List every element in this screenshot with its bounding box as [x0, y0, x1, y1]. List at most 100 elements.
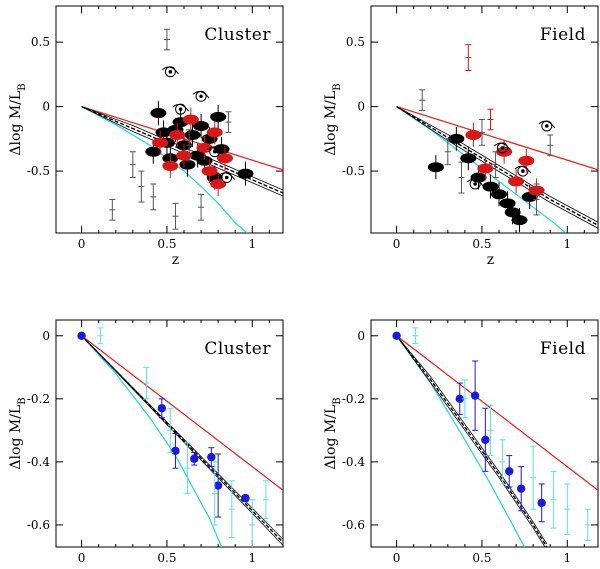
model-line-cyan	[81, 335, 223, 547]
x-tick-label: 0	[393, 551, 401, 565]
data-layer	[392, 327, 598, 547]
model-line-red	[396, 335, 598, 491]
spiral-core	[500, 146, 505, 150]
panel-top-left: 0 0.5 1 0.5 0 -0.5 z Δlog M/LB Cluster	[8, 5, 284, 268]
x-tick-label: 1	[563, 237, 571, 251]
elliptical-point	[145, 146, 162, 157]
elliptical-point	[193, 120, 210, 131]
panel-title: Field	[540, 25, 586, 45]
y-tick-label: -0.4	[27, 455, 51, 469]
y-tick-label: -0.4	[342, 455, 366, 469]
blue-point	[470, 391, 480, 400]
spiral-arm	[162, 66, 179, 75]
elliptical-point	[511, 215, 528, 226]
elliptical-point	[518, 155, 535, 166]
x-axis-label: z	[172, 566, 179, 569]
y-axis-label-sub: B	[332, 397, 343, 404]
model-line-black	[81, 335, 283, 540]
model-line-cyan	[81, 106, 248, 233]
blue-point	[516, 484, 526, 493]
spiral-core	[473, 182, 477, 186]
y-axis-label: Δlog M/LB	[8, 83, 28, 155]
spiral-arm	[466, 178, 484, 187]
elliptical-point	[465, 129, 482, 140]
plot-frame	[55, 319, 284, 548]
y-axis-label-sub: B	[332, 83, 343, 90]
y-axis-label: Δlog M/LB	[8, 397, 28, 469]
y-axis-label-main: Δlog M/L	[323, 91, 339, 156]
spiral-core	[212, 149, 217, 154]
y-tick-label: -0.6	[342, 518, 365, 532]
elliptical-point	[206, 127, 223, 138]
elliptical-point	[152, 137, 169, 148]
y-tick-label: -0.6	[27, 518, 50, 532]
spiral-core	[178, 107, 183, 111]
spiral-core	[224, 175, 229, 180]
elliptical-point	[210, 178, 227, 189]
panel-bottom-left: 0 0.5 1 0 -0.2 -0.4 -0.6 z Δlog M/LB Cluster	[8, 319, 284, 569]
blue-point	[241, 493, 250, 503]
y-axis-label-main: Δlog M/L	[8, 91, 24, 156]
panel-title: Cluster	[204, 339, 271, 359]
panel-top-right: 0 0.5 1 0.5 0 -0.5 z Δlog M/LB Field	[323, 5, 599, 268]
elliptical-point	[169, 129, 186, 140]
model-line-black	[396, 106, 598, 223]
model-line-black	[396, 106, 598, 226]
panel-title: Field	[540, 339, 586, 359]
y-tick-label: 0	[357, 329, 365, 343]
y-tick-label: -0.5	[342, 164, 365, 178]
elliptical-point	[237, 168, 254, 179]
panel-title: Cluster	[204, 25, 271, 45]
x-axis-label: z	[487, 252, 494, 268]
data-layer	[77, 327, 283, 547]
x-tick-label: 1	[248, 551, 256, 565]
spiral-core	[521, 169, 525, 173]
x-tick-label: 0	[78, 551, 86, 565]
elliptical-point	[176, 150, 193, 161]
spiral-arm	[538, 120, 556, 129]
blue-point	[77, 331, 86, 340]
elliptical-point	[508, 176, 525, 187]
elliptical-point	[201, 166, 218, 177]
elliptical-point	[210, 111, 227, 122]
elliptical-point	[213, 144, 230, 155]
model-line-black	[396, 335, 548, 545]
spiral-arm	[514, 165, 532, 174]
data-layer	[81, 28, 283, 233]
x-tick-label: 1	[563, 551, 571, 565]
blue-point	[392, 331, 401, 340]
elliptical-point	[504, 207, 521, 218]
plot-frame	[55, 5, 284, 234]
x-tick-label: 0	[78, 237, 86, 251]
model-line-red	[396, 106, 598, 171]
elliptical-point	[216, 153, 233, 164]
y-axis-label-sub: B	[17, 83, 28, 90]
model-line-black	[396, 335, 546, 547]
x-axis-label: z	[487, 566, 494, 569]
spiral-arm	[218, 172, 236, 180]
spiral-arm	[192, 91, 210, 99]
x-tick-label: 0.5	[472, 237, 491, 251]
y-tick-label: -0.2	[27, 392, 50, 406]
model-line-cyan	[396, 335, 526, 547]
spiral-arm	[172, 103, 189, 112]
y-tick-label: 0.5	[31, 35, 50, 49]
elliptical-point	[162, 160, 179, 171]
plot-frame	[370, 5, 599, 234]
blue-point	[481, 435, 490, 445]
x-tick-label: 0	[393, 237, 401, 251]
y-axis-label-sub: B	[17, 397, 28, 404]
elliptical-point	[482, 181, 499, 192]
elliptical-point	[477, 163, 494, 174]
elliptical-point	[491, 189, 508, 200]
model-line-cyan	[396, 106, 566, 233]
panel-bottom-right: 0 0.5 1 0 -0.2 -0.4 -0.6 z Δlog M/LB Field	[323, 319, 599, 569]
y-axis-label: Δlog M/LB	[323, 397, 343, 469]
blue-point	[537, 498, 546, 508]
elliptical-point	[427, 162, 444, 173]
data-layer	[396, 44, 598, 233]
elliptical-point	[184, 129, 201, 140]
x-tick-label: 0.5	[157, 551, 176, 565]
spiral-core	[168, 69, 173, 74]
spiral-core	[544, 124, 549, 128]
